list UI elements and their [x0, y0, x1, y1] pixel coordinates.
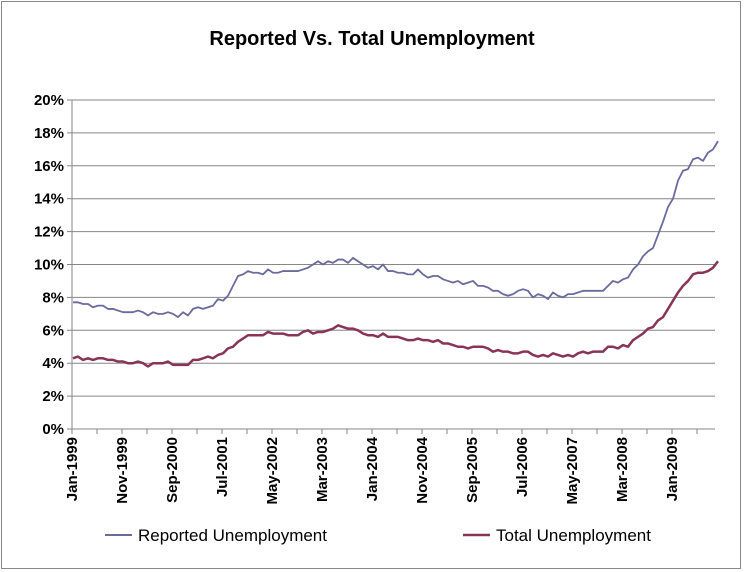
y-tick-label: 6%	[42, 322, 64, 339]
y-tick-label: 8%	[42, 289, 64, 306]
x-tick-label: Jan-1999	[64, 437, 81, 501]
x-tick-label: Jan-2009	[664, 437, 681, 501]
x-tick-label: Nov-1999	[114, 437, 131, 504]
legend-label: Total Unemployment	[496, 526, 651, 545]
y-tick-label: 16%	[34, 158, 64, 175]
chart-title: Reported Vs. Total Unemployment	[209, 28, 535, 50]
x-tick-label: Sep-2005	[464, 437, 481, 503]
y-tick-label: 4%	[42, 355, 64, 372]
x-tick-label: Mar-2008	[614, 437, 631, 502]
x-tick-label: Mar-2003	[314, 437, 331, 502]
series-line-total	[72, 260, 719, 368]
y-tick-label: 2%	[42, 388, 64, 405]
y-tick-label: 18%	[34, 125, 64, 142]
legend-label: Reported Unemployment	[138, 526, 327, 545]
y-tick-label: 0%	[42, 421, 64, 438]
x-tick-label: May-2007	[564, 437, 581, 505]
x-tick-label: Jul-2001	[214, 437, 231, 497]
x-tick-label: Nov-2004	[414, 436, 431, 503]
x-tick-label: Jul-2006	[514, 437, 531, 497]
series-line-reported	[73, 140, 719, 319]
x-tick-label: Sep-2000	[164, 437, 181, 503]
y-tick-label: 20%	[34, 92, 64, 109]
y-tick-label: 14%	[34, 191, 64, 208]
x-tick-label: May-2002	[264, 437, 281, 505]
y-tick-label: 12%	[34, 224, 64, 241]
y-tick-label: 10%	[34, 257, 64, 274]
x-tick-label: Jan-2004	[364, 436, 381, 501]
